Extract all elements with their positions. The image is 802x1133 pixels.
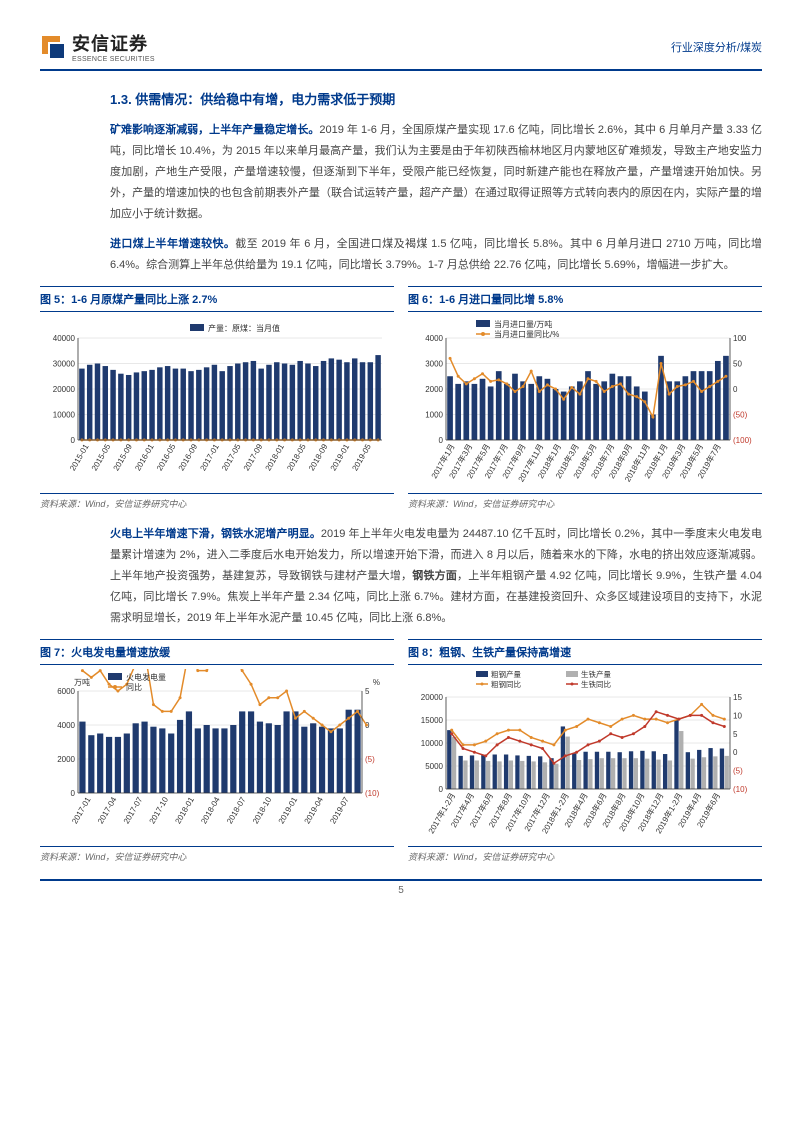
svg-text:%: % [373,678,380,687]
svg-text:当月进口量/万吨: 当月进口量/万吨 [494,319,552,329]
page-header: 安信证券 ESSENCE SECURITIES 行业深度分析/煤炭 [40,30,762,71]
chart-8-svg: 05000100001500020000(10)(5)0510152017年1-… [408,669,762,839]
chart-8-title: 图 8：粗钢、生铁产量保持高增速 [408,639,762,665]
page-number: 5 [40,879,762,896]
svg-text:3000: 3000 [425,360,443,369]
chart-6-svg: 01000200030004000(100)(50)0501002017年1月2… [408,316,762,486]
chart-8-source: 资料来源：Wind，安信证券研究中心 [408,846,762,863]
chart-row-2: 图 7：火电发电量增速放缓 0200040006000(10)(5)052017… [40,639,762,863]
svg-text:2000: 2000 [57,755,75,764]
chart-7-cell: 图 7：火电发电量增速放缓 0200040006000(10)(5)052017… [40,639,394,863]
svg-text:10000: 10000 [421,739,444,748]
svg-text:万吨: 万吨 [74,677,90,687]
svg-text:1000: 1000 [425,411,443,420]
svg-text:10000: 10000 [53,411,76,420]
svg-text:产量：原煤：当月值: 产量：原煤：当月值 [208,323,280,333]
chart-7-title: 图 7：火电发电量增速放缓 [40,639,394,665]
chart-6-cell: 图 6：1-6 月进口量同比增 5.8% 01000200030004000(1… [408,286,762,510]
svg-text:(10): (10) [365,789,380,798]
chart-7-svg: 0200040006000(10)(5)052017-012017-042017… [40,669,394,839]
brand-text: 安信证券 ESSENCE SECURITIES [72,30,155,63]
svg-text:10: 10 [733,711,742,720]
paragraph-1: 矿难影响逐渐减弱，上半年产量稳定增长。2019 年 1-6 月，全国原煤产量实现… [110,120,762,224]
section-title: 1.3. 供需情况：供给稳中有增，电力需求低于预期 [110,89,762,108]
svg-text:0: 0 [71,789,76,798]
document-category: 行业深度分析/煤炭 [671,39,762,55]
svg-text:0: 0 [71,436,76,445]
svg-text:同比: 同比 [126,682,142,692]
svg-text:粗钢同比: 粗钢同比 [491,679,521,689]
svg-text:2000: 2000 [425,385,443,394]
svg-text:0: 0 [439,785,444,794]
chart-6-source: 资料来源：Wind，安信证券研究中心 [408,493,762,510]
para1-lead: 矿难影响逐渐减弱，上半年产量稳定增长。 [110,124,319,136]
svg-text:30000: 30000 [53,360,76,369]
chart-5-svg: 0100002000030000400002015-012015-052015-… [40,316,394,486]
chart-5-cell: 图 5：1-6 月原煤产量同比上涨 2.7% 0 10000 20000 30000 4… [40,286,394,510]
svg-text:火电发电量: 火电发电量 [126,672,166,682]
brand-name-en: ESSENCE SECURITIES [72,56,155,63]
svg-text:粗钢产量: 粗钢产量 [491,669,521,679]
para3-lead: 火电上半年增速下滑，钢铁水泥增产明显。 [110,528,321,540]
svg-text:5: 5 [733,729,738,738]
svg-text:5000: 5000 [425,762,443,771]
svg-text:(50): (50) [733,411,748,420]
chart-5-source: 资料来源：Wind，安信证券研究中心 [40,493,394,510]
para2-lead: 进口煤上半年增速较快。 [110,238,235,250]
svg-text:20000: 20000 [421,693,444,702]
svg-text:0: 0 [733,748,738,757]
svg-text:15: 15 [733,693,742,702]
svg-text:(5): (5) [733,766,743,775]
svg-text:50: 50 [733,360,742,369]
chart-7-source: 资料来源：Wind，安信证券研究中心 [40,846,394,863]
svg-text:(10): (10) [733,785,748,794]
svg-text:20000: 20000 [53,385,76,394]
paragraph-3: 火电上半年增速下滑，钢铁水泥增产明显。2019 年上半年火电发电量为 24487… [110,524,762,628]
svg-text:0: 0 [733,385,738,394]
svg-text:0: 0 [439,436,444,445]
chart-row-1: 图 5：1-6 月原煤产量同比上涨 2.7% 01000020000300004… [40,286,762,510]
para3-em: 钢铁方面 [412,570,457,582]
svg-text:生铁同比: 生铁同比 [581,679,611,689]
svg-text:4000: 4000 [425,334,443,343]
chart-6-title: 图 6：1-6 月进口量同比增 5.8% [408,286,762,312]
svg-text:4000: 4000 [57,721,75,730]
svg-text:6000: 6000 [57,687,75,696]
svg-text:生铁产量: 生铁产量 [581,669,611,679]
chart-5-title: 图 5：1-6 月原煤产量同比上涨 2.7% [40,286,394,312]
brand-logo-icon [40,34,66,60]
svg-text:5: 5 [365,687,370,696]
svg-text:(5): (5) [365,755,375,764]
svg-text:(100): (100) [733,436,752,445]
svg-text:40000: 40000 [53,334,76,343]
svg-text:当月进口量同比/%: 当月进口量同比/% [494,329,559,339]
para1-text: 2019 年 1-6 月，全国原煤产量实现 17.6 亿吨，同比增长 2.6%，… [110,124,762,220]
brand-name-cn: 安信证券 [72,30,155,56]
svg-text:15000: 15000 [421,716,444,725]
chart-8-cell: 图 8：粗钢、生铁产量保持高增速 0 5000 10000 15000 20000 (10… [408,639,762,863]
brand-block: 安信证券 ESSENCE SECURITIES [40,30,155,63]
svg-text:100: 100 [733,334,747,343]
paragraph-2: 进口煤上半年增速较快。截至 2019 年 6 月，全国进口煤及褐煤 1.5 亿吨… [110,234,762,276]
page: 安信证券 ESSENCE SECURITIES 行业深度分析/煤炭 1.3. 供… [0,0,802,936]
